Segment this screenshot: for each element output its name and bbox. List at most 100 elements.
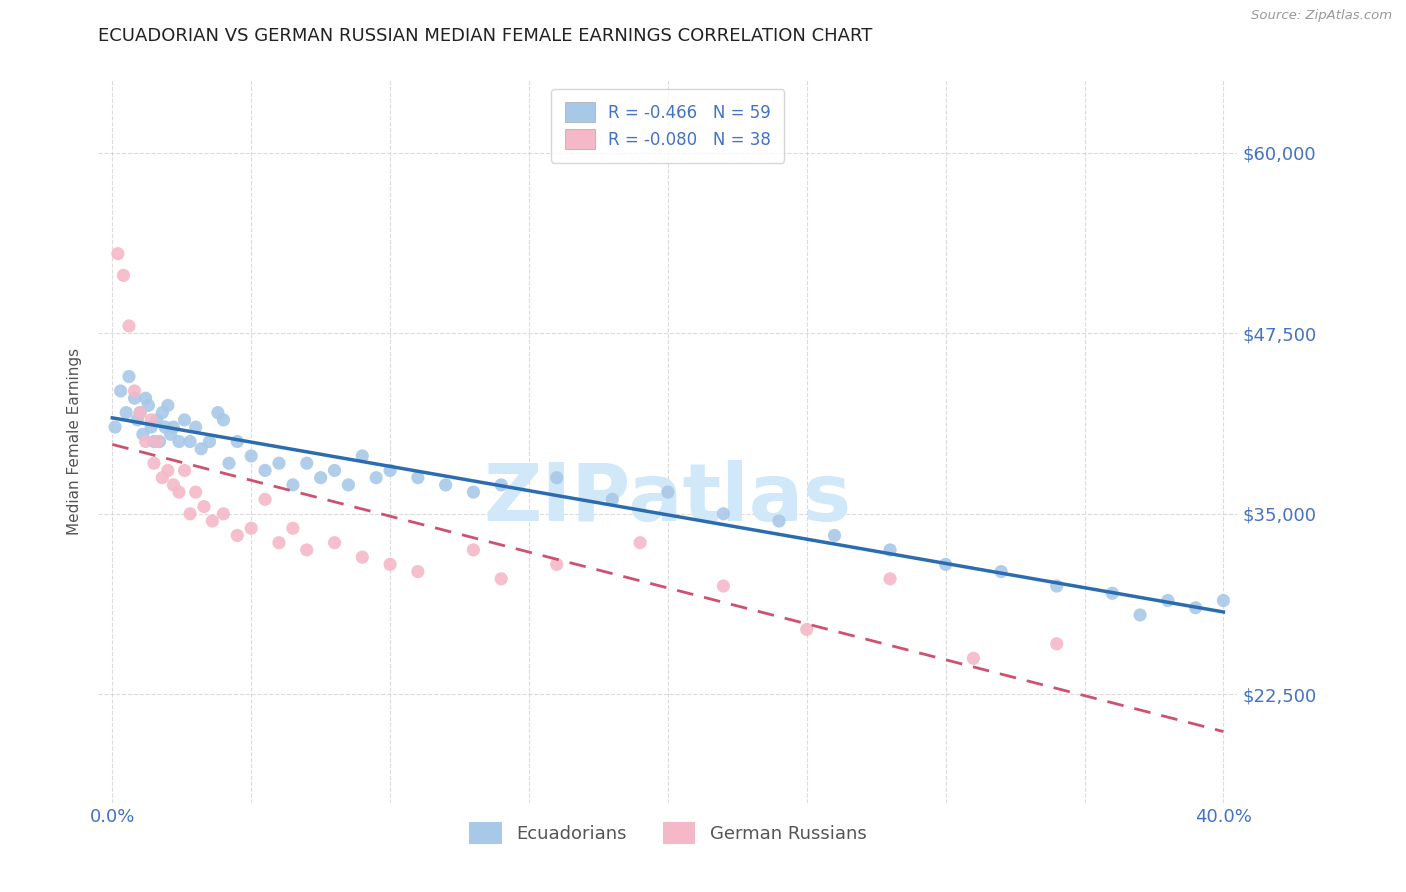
Point [148, 434, 170, 449]
Text: ZIPatlas: ZIPatlas [484, 460, 852, 539]
Point [240, 521, 263, 535]
Point [267, 535, 290, 549]
Point [295, 542, 318, 557]
Point [179, 507, 201, 521]
Point [254, 463, 277, 477]
Point [489, 572, 512, 586]
Point [378, 558, 401, 572]
Point [110, 384, 132, 398]
Point [281, 478, 304, 492]
Point [150, 406, 173, 420]
Point [156, 463, 179, 477]
Point [962, 651, 984, 665]
Point [267, 456, 290, 470]
Point [129, 406, 152, 420]
Point [135, 434, 157, 449]
Point [935, 558, 957, 572]
Point [124, 384, 146, 398]
Point [118, 369, 141, 384]
Point [879, 572, 901, 586]
Point [212, 507, 235, 521]
Point [129, 406, 152, 420]
Point [1157, 593, 1180, 607]
Point [138, 398, 160, 412]
Point [107, 246, 129, 260]
Point [145, 434, 167, 449]
Point [281, 521, 304, 535]
Point [179, 434, 201, 449]
Point [184, 485, 207, 500]
Point [1129, 607, 1152, 622]
Point [226, 528, 249, 542]
Point [600, 492, 623, 507]
Point [156, 398, 179, 412]
Text: Source: ZipAtlas.com: Source: ZipAtlas.com [1251, 9, 1392, 22]
Point [406, 471, 429, 485]
Point [153, 420, 176, 434]
Point [546, 558, 568, 572]
Point [352, 449, 374, 463]
Point [1212, 593, 1234, 607]
Point [990, 565, 1012, 579]
Point [112, 268, 135, 283]
Point [201, 514, 224, 528]
Point [184, 420, 207, 434]
Point [824, 528, 846, 542]
Point [115, 406, 138, 420]
Point [309, 471, 332, 485]
Point [162, 420, 184, 434]
Point [132, 427, 155, 442]
Point [323, 463, 346, 477]
Point [226, 434, 249, 449]
Point [141, 420, 163, 434]
Point [190, 442, 212, 456]
Point [218, 456, 240, 470]
Point [135, 391, 157, 405]
Point [713, 579, 735, 593]
Point [657, 485, 679, 500]
Point [193, 500, 215, 514]
Point [489, 478, 512, 492]
Point [323, 535, 346, 549]
Point [352, 550, 374, 565]
Point [141, 413, 163, 427]
Point [143, 434, 166, 449]
Point [796, 623, 818, 637]
Point [366, 471, 388, 485]
Point [879, 542, 901, 557]
Point [1101, 586, 1123, 600]
Point [406, 565, 429, 579]
Point [337, 478, 360, 492]
Point [207, 406, 229, 420]
Point [1184, 600, 1206, 615]
Point [546, 471, 568, 485]
Point [713, 507, 735, 521]
Point [173, 463, 195, 477]
Point [162, 478, 184, 492]
Point [1046, 637, 1069, 651]
Point [124, 391, 146, 405]
Point [198, 434, 221, 449]
Point [118, 318, 141, 333]
Point [212, 413, 235, 427]
Point [143, 456, 166, 470]
Point [768, 514, 790, 528]
Point [628, 535, 651, 549]
Point [463, 485, 485, 500]
Legend: Ecuadorians, German Russians: Ecuadorians, German Russians [463, 815, 873, 852]
Point [150, 471, 173, 485]
Text: ECUADORIAN VS GERMAN RUSSIAN MEDIAN FEMALE EARNINGS CORRELATION CHART: ECUADORIAN VS GERMAN RUSSIAN MEDIAN FEMA… [98, 27, 873, 45]
Point [240, 449, 263, 463]
Point [145, 413, 167, 427]
Y-axis label: Median Female Earnings: Median Female Earnings [67, 348, 83, 535]
Point [295, 456, 318, 470]
Point [159, 427, 181, 442]
Point [254, 492, 277, 507]
Point [1046, 579, 1069, 593]
Point [167, 485, 190, 500]
Point [104, 420, 127, 434]
Point [378, 463, 401, 477]
Point [127, 413, 149, 427]
Point [434, 478, 457, 492]
Point [167, 434, 190, 449]
